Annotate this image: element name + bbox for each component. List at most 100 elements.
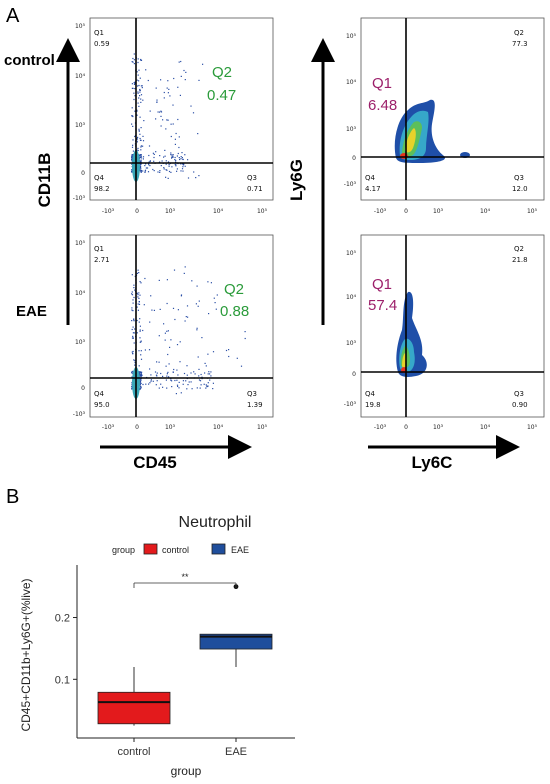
- event-dot: [132, 332, 134, 334]
- event-dot: [131, 388, 133, 390]
- event-dot: [166, 375, 168, 377]
- event-dot: [131, 171, 133, 173]
- event-dot: [139, 372, 142, 374]
- event-dot: [149, 321, 151, 323]
- event-dot: [162, 119, 164, 121]
- event-dot: [134, 289, 136, 291]
- event-dot: [132, 302, 134, 304]
- event-dot: [159, 111, 161, 113]
- event-dot: [178, 136, 180, 138]
- event-dot: [173, 269, 176, 271]
- event-dot: [131, 87, 133, 89]
- event-dot: [178, 381, 180, 383]
- event-dot: [186, 374, 188, 376]
- q1-big-value: 6.48: [368, 97, 397, 114]
- event-dot: [136, 306, 138, 308]
- q3-label: Q3: [247, 174, 257, 182]
- event-dot: [140, 85, 142, 87]
- event-dot: [170, 171, 172, 173]
- event-dot: [148, 164, 150, 166]
- event-dot: [190, 381, 192, 383]
- event-dot: [131, 83, 133, 85]
- event-dot: [140, 101, 142, 103]
- event-dot: [134, 362, 136, 364]
- event-dot: [183, 272, 185, 274]
- plot-frame: [360, 17, 545, 201]
- event-dot: [131, 115, 133, 117]
- y-tick-1e3: 10³: [346, 126, 357, 133]
- event-dot: [205, 365, 207, 367]
- event-dot: [150, 374, 152, 376]
- q3-value: 0.71: [247, 185, 263, 193]
- event-dot: [178, 157, 180, 159]
- event-dot: [131, 157, 133, 159]
- flow-plot-eae-ly6c-ly6g: Q2 21.8 Q4 19.8 Q3 0.90 Q1 57.4 10⁵ 10⁴ …: [344, 234, 545, 431]
- event-dot: [184, 154, 186, 156]
- event-dot: [157, 111, 159, 113]
- event-dot: [191, 388, 193, 390]
- event-dot: [169, 346, 171, 348]
- event-dot: [212, 351, 215, 353]
- event-dot: [132, 350, 134, 353]
- event-dot: [133, 342, 135, 344]
- event-dot: [140, 98, 142, 100]
- event-dot: [205, 384, 207, 386]
- x-tick-neg1e3: -10³: [374, 208, 387, 215]
- event-dot: [139, 77, 141, 79]
- event-dot: [141, 87, 143, 89]
- event-dot: [138, 130, 140, 132]
- event-dot: [150, 379, 152, 381]
- event-dot: [184, 266, 186, 268]
- event-dot: [174, 318, 176, 321]
- event-dot: [149, 368, 151, 370]
- y-tick-1e5: 10⁵: [75, 23, 86, 30]
- box-eae: [199, 633, 273, 650]
- event-dot: [202, 63, 204, 65]
- event-dot: [133, 320, 135, 322]
- x-tick-label-eae: EAE: [225, 746, 247, 758]
- chart-title: Neutrophil: [179, 514, 252, 531]
- q2-value: 21.8: [512, 256, 528, 264]
- y-ticks: 10⁵ 10⁴ 10³ 0 -10³: [73, 23, 86, 202]
- event-dot: [198, 175, 200, 177]
- event-dot: [180, 170, 182, 172]
- x-tick-0: 0: [404, 424, 408, 431]
- event-dot: [131, 156, 133, 158]
- event-dot: [140, 59, 143, 61]
- event-dot: [173, 77, 175, 80]
- event-dot: [131, 160, 133, 162]
- y-tick-label: 0.1: [55, 674, 70, 686]
- event-dot: [175, 165, 177, 167]
- x-tick-1e5: 10⁵: [257, 208, 268, 215]
- event-dot: [165, 160, 167, 162]
- event-dot: [143, 120, 145, 122]
- event-dot: [139, 330, 141, 332]
- event-dot: [134, 135, 136, 138]
- x-tick-1e3: 10³: [165, 208, 176, 215]
- event-dot: [204, 372, 206, 374]
- event-dot: [172, 154, 174, 156]
- event-dot: [139, 388, 141, 390]
- y-tick-1e3: 10³: [346, 340, 357, 347]
- event-dot: [137, 58, 139, 60]
- event-dot: [171, 166, 173, 168]
- event-dot: [131, 385, 133, 387]
- event-dot: [207, 382, 209, 384]
- event-dot: [132, 337, 134, 339]
- event-dot: [155, 384, 157, 386]
- event-dot: [136, 110, 138, 112]
- event-dot: [140, 354, 142, 356]
- event-dot: [166, 330, 168, 332]
- event-dot: [167, 161, 170, 163]
- q1-label: Q1: [94, 29, 104, 37]
- event-dot: [139, 164, 141, 166]
- event-dot: [165, 169, 167, 171]
- event-dot: [176, 379, 178, 381]
- event-dot: [212, 382, 214, 384]
- event-dot: [166, 279, 168, 281]
- q2-label: Q2: [514, 245, 524, 253]
- event-dot: [155, 118, 157, 120]
- event-dot: [158, 361, 160, 363]
- event-dot: [138, 365, 140, 367]
- event-dot: [131, 154, 133, 156]
